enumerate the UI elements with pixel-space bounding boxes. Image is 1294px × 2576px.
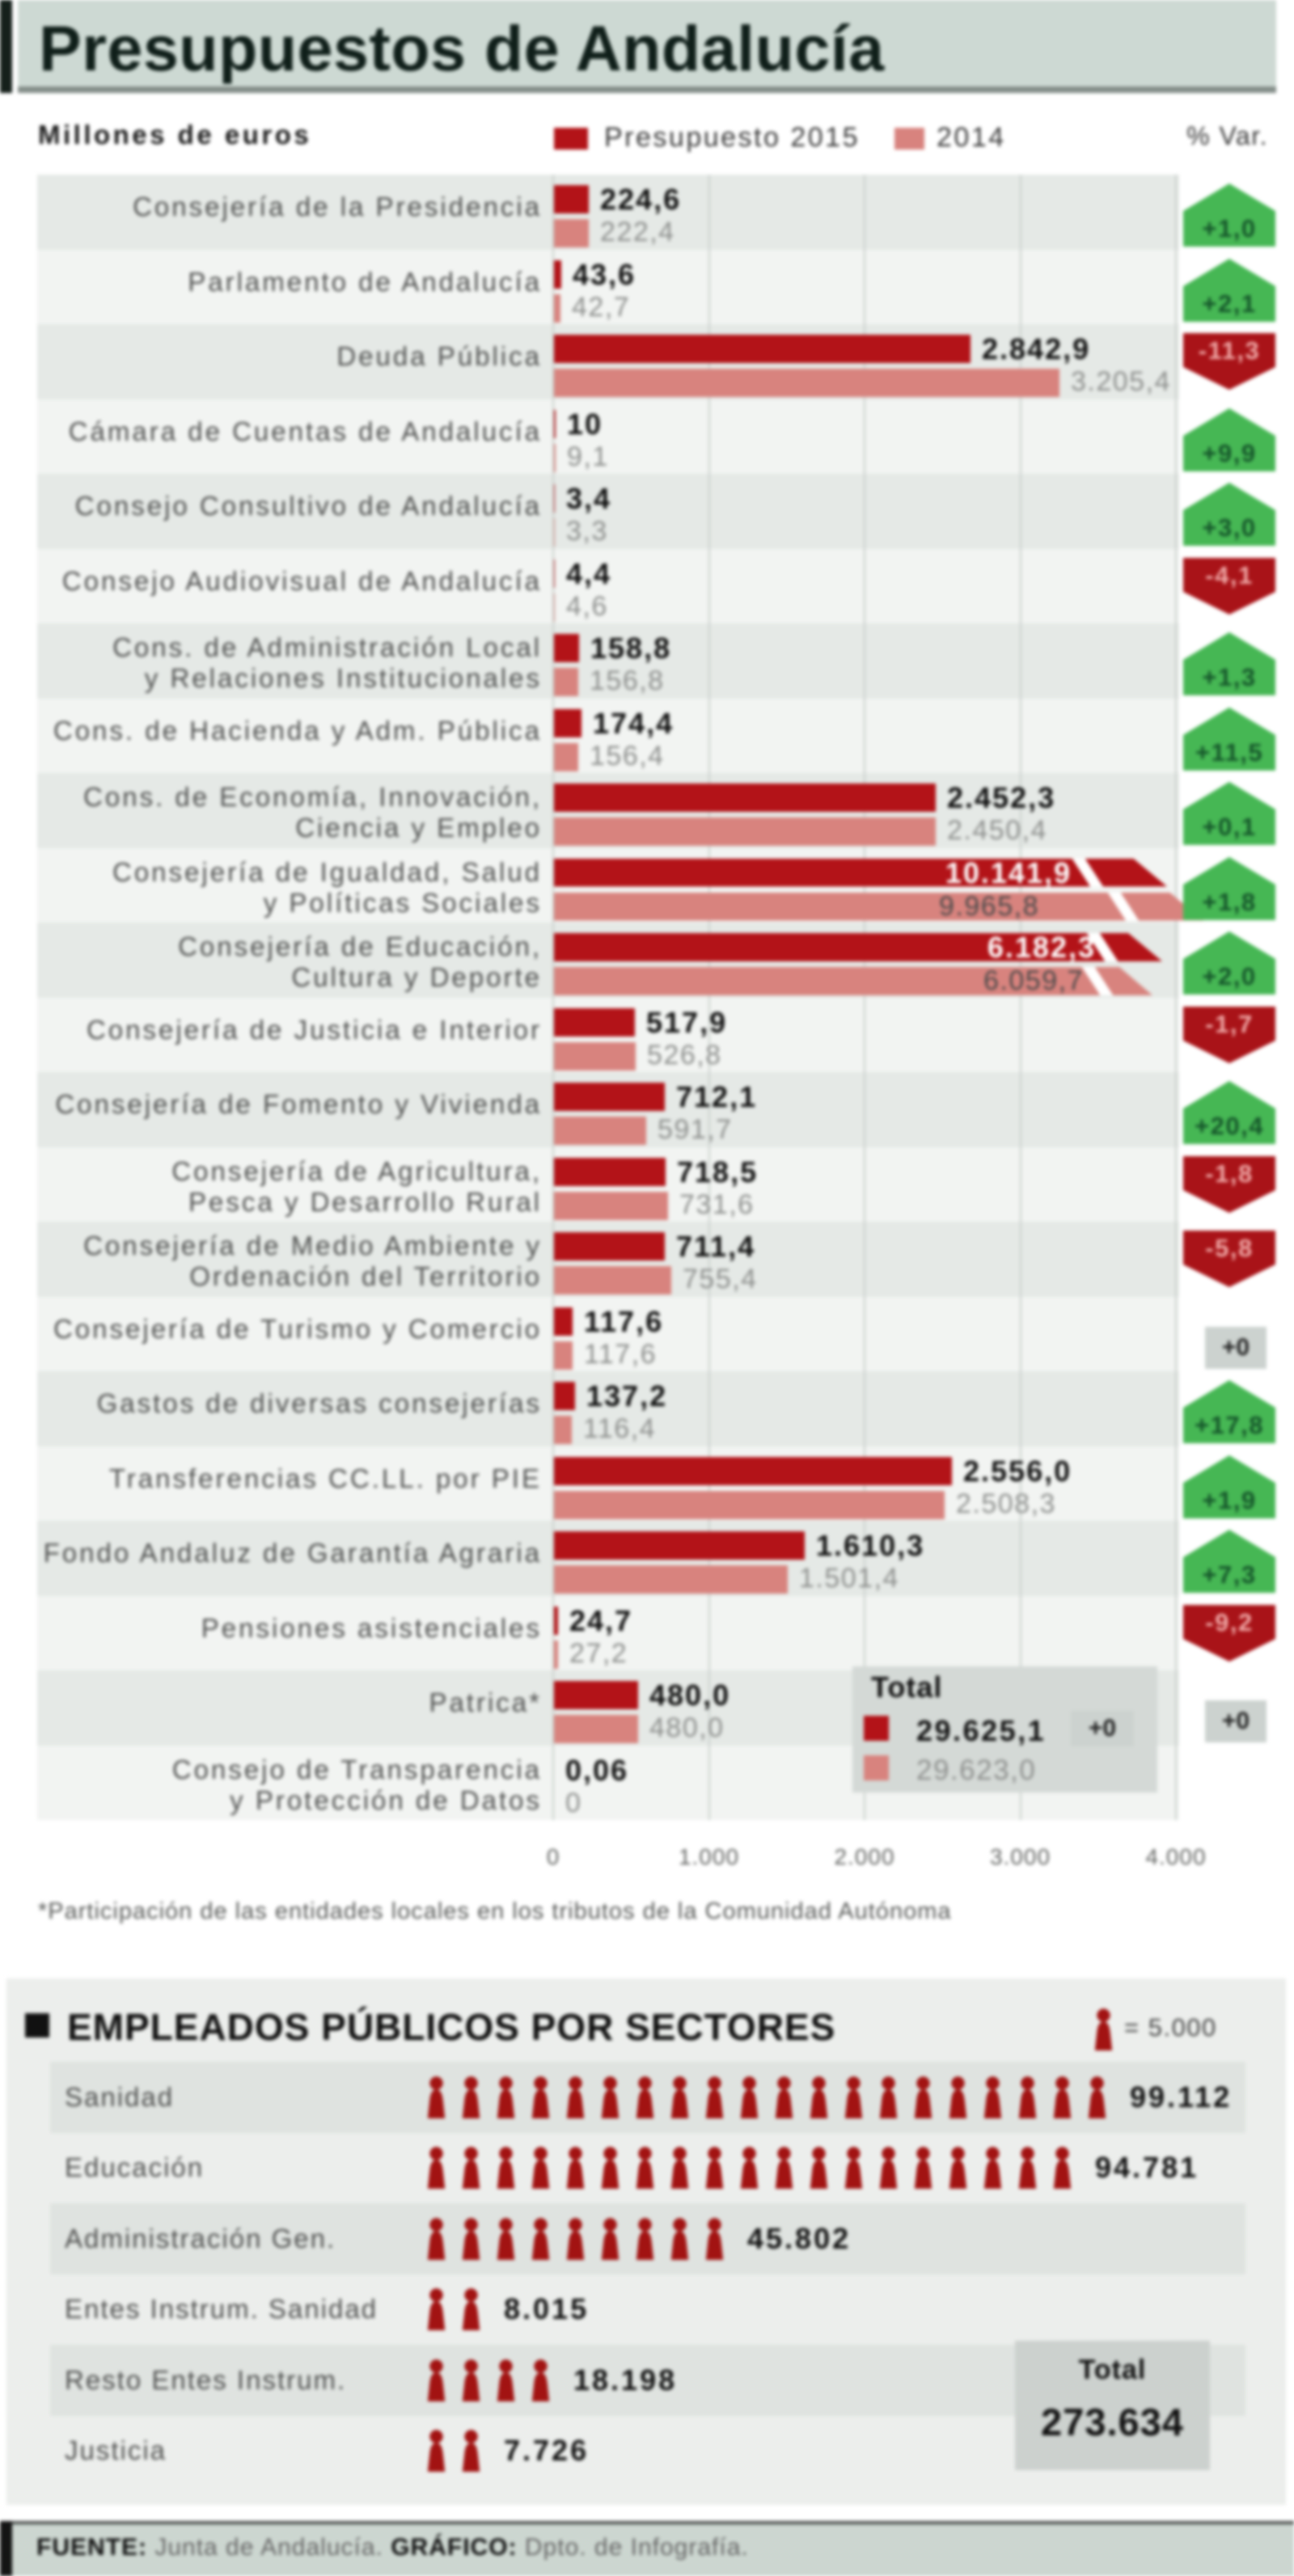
svg-text:-5,8: -5,8 (1205, 1234, 1253, 1262)
svg-text:-1,8: -1,8 (1205, 1159, 1253, 1188)
svg-text:-9,2: -9,2 (1205, 1608, 1253, 1636)
svg-text:+1,8: +1,8 (1202, 888, 1256, 916)
svg-text:+1,3: +1,3 (1202, 663, 1256, 691)
svg-text:+0,1: +0,1 (1202, 813, 1256, 841)
svg-text:+1,0: +1,0 (1202, 214, 1256, 243)
svg-text:-4,1: -4,1 (1205, 561, 1253, 589)
svg-text:+1,9: +1,9 (1202, 1486, 1256, 1514)
svg-text:+2,0: +2,0 (1202, 962, 1256, 990)
svg-text:+2,1: +2,1 (1202, 289, 1256, 318)
svg-text:+7,3: +7,3 (1202, 1560, 1256, 1589)
svg-text:+17,8: +17,8 (1195, 1411, 1264, 1439)
svg-text:+20,4: +20,4 (1195, 1112, 1264, 1140)
svg-text:+11,5: +11,5 (1195, 738, 1263, 766)
svg-text:+9,9: +9,9 (1202, 439, 1256, 467)
svg-text:-11,3: -11,3 (1199, 336, 1260, 365)
svg-text:+3,0: +3,0 (1202, 513, 1256, 542)
svg-text:-1,7: -1,7 (1205, 1010, 1253, 1038)
